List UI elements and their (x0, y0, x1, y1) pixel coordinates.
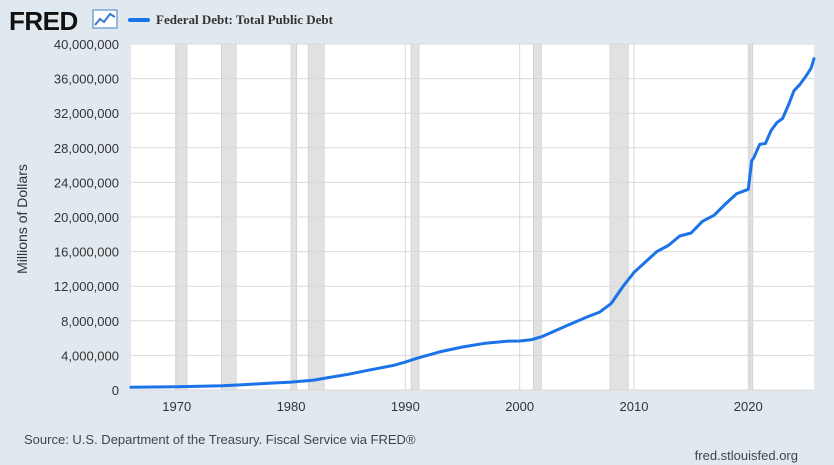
y-tick-label: 28,000,000 (54, 141, 119, 156)
y-tick-label: 36,000,000 (54, 72, 119, 87)
legend-swatch (128, 18, 150, 22)
y-tick-label: 24,000,000 (54, 175, 119, 190)
y-tick-label: 32,000,000 (54, 106, 119, 121)
grid (131, 43, 814, 391)
trend-line-icon (92, 9, 118, 29)
x-tick-label: 2020 (734, 399, 763, 414)
source-note: Source: U.S. Department of the Treasury.… (24, 432, 416, 447)
y-tick-label: 4,000,000 (61, 348, 119, 363)
y-tick-label: 0 (112, 383, 119, 398)
x-tick-label: 1980 (277, 399, 306, 414)
series-line (129, 57, 816, 389)
y-tick-label: 8,000,000 (61, 314, 119, 329)
header: FRED Federal Debt: Total Public Debt (0, 0, 834, 40)
x-axis: 1970 1980 1990 2000 2010 2020 (162, 399, 762, 414)
legend-label: Federal Debt: Total Public Debt (156, 12, 333, 27)
x-tick-label: 2010 (620, 399, 649, 414)
y-axis-label: Millions of Dollars (14, 164, 30, 274)
series-layer (129, 57, 816, 389)
fred-logo[interactable]: FRED (9, 6, 78, 36)
x-tick-label: 2000 (505, 399, 534, 414)
legend: Federal Debt: Total Public Debt (128, 12, 333, 28)
y-tick-label: 20,000,000 (54, 210, 119, 225)
x-tick-label: 1990 (391, 399, 420, 414)
y-tick-label: 12,000,000 (54, 279, 119, 294)
site-link[interactable]: fred.stlouisfed.org (694, 448, 798, 463)
y-axis: 0 4,000,000 8,000,000 12,000,000 16,000,000 2… (54, 37, 119, 398)
y-tick-label: 40,000,000 (54, 37, 119, 52)
y-tick-label: 16,000,000 (54, 245, 119, 260)
x-tick-label: 1970 (162, 399, 191, 414)
